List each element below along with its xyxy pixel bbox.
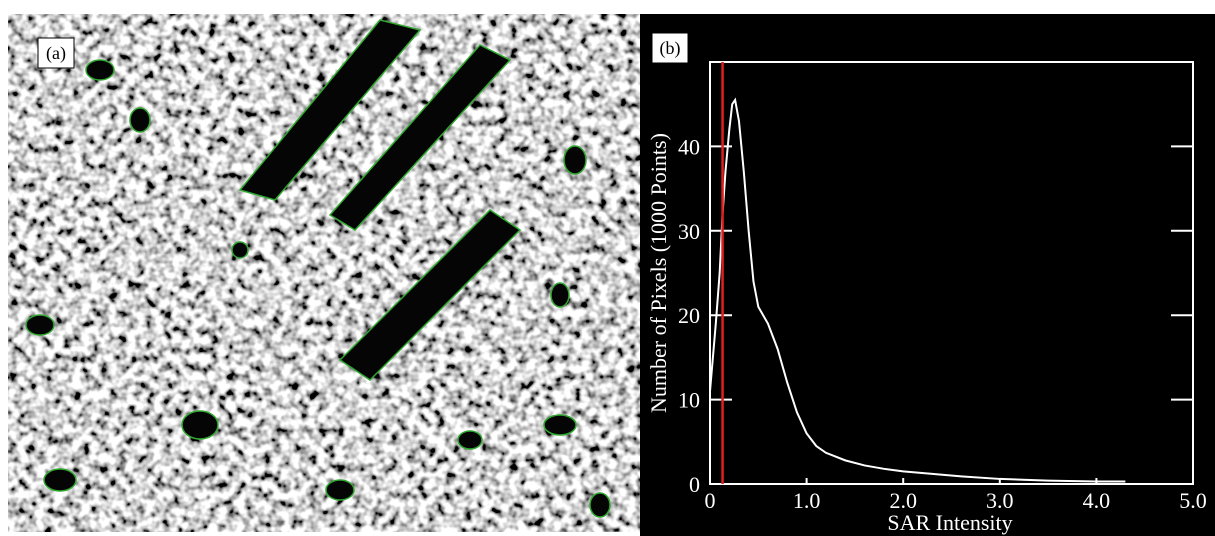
x-tick-label: 5.0 — [1179, 488, 1207, 513]
x-tick-label: 0 — [705, 488, 716, 513]
blob — [326, 480, 354, 500]
panel-label: (a) — [46, 43, 66, 64]
y-tick-label: 20 — [678, 303, 700, 328]
x-tick-label: 4.0 — [1083, 488, 1111, 513]
x-axis-label: SAR Intensity — [887, 510, 1012, 535]
y-tick-label: 10 — [678, 388, 700, 413]
histogram-panel: (b) SAR Intensity Number of Pixels (1000… — [640, 14, 1215, 536]
blob — [544, 415, 576, 435]
y-axis-label: Number of Pixels (1000 Points) — [646, 133, 671, 413]
page: (a) (b) SAR Intensity Number of Pixels (… — [0, 0, 1215, 536]
y-tick-label: 40 — [678, 134, 700, 159]
blob — [26, 315, 54, 335]
figure: (a) (b) SAR Intensity Number of Pixels (… — [0, 0, 1215, 536]
blob — [458, 431, 482, 449]
blob — [232, 242, 248, 258]
blob — [130, 108, 150, 132]
blob — [182, 411, 218, 439]
y-tick-label: 0 — [689, 472, 700, 497]
sar-image-panel: (a) — [8, 14, 640, 532]
blob — [564, 146, 586, 174]
x-tick-label: 2.0 — [889, 488, 917, 513]
blob — [44, 469, 76, 491]
chart-background — [640, 14, 1215, 536]
panel-label: (b) — [660, 38, 681, 59]
blob — [86, 60, 114, 80]
blob — [590, 493, 610, 517]
x-tick-label: 1.0 — [793, 488, 821, 513]
blob — [551, 283, 569, 307]
x-tick-label: 3.0 — [986, 488, 1014, 513]
y-tick-label: 30 — [678, 219, 700, 244]
